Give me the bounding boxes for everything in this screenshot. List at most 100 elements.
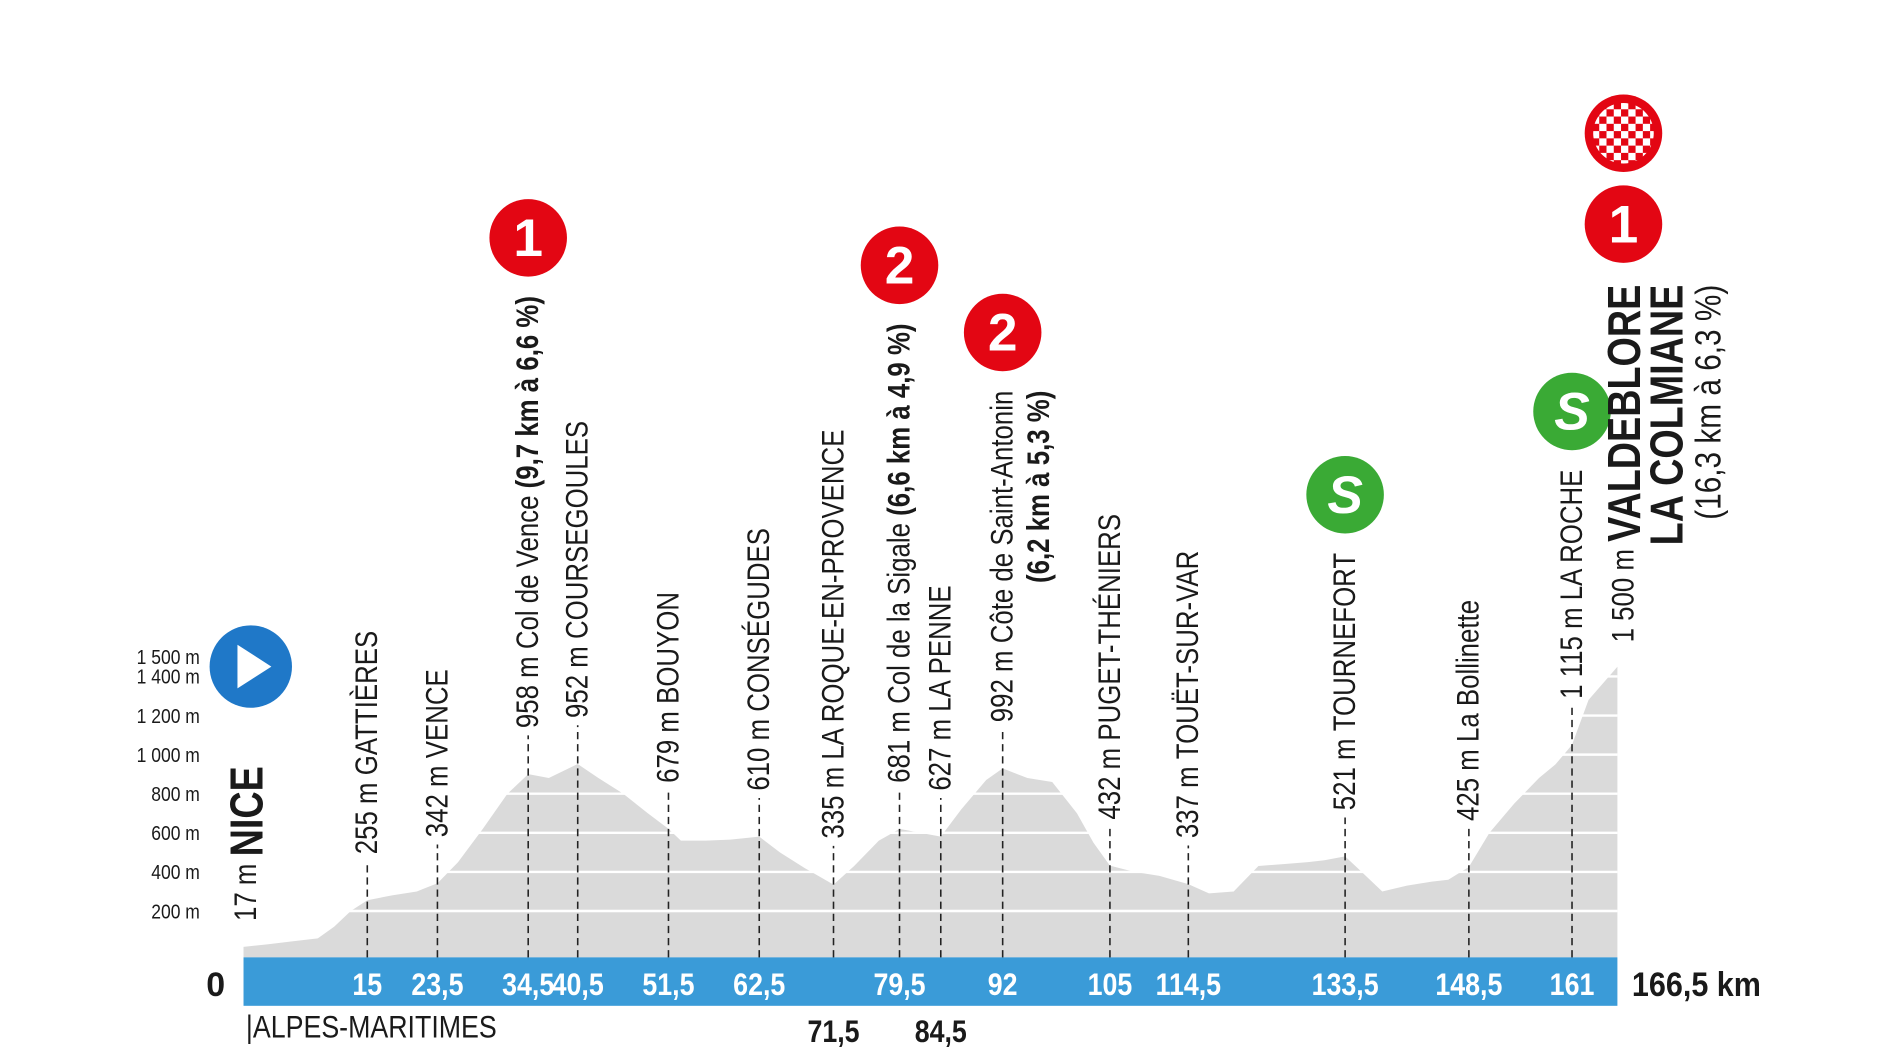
start-altitude: 17 m (228, 864, 263, 921)
sprint-badge-circle (1306, 455, 1384, 534)
waypoint-name: Col de la Sigale (882, 523, 917, 704)
waypoint-name: GATTIÈRES (349, 631, 385, 775)
km-label: 34,5 (502, 968, 554, 1002)
km-label: 92 (988, 968, 1018, 1002)
km-label: 23,5 (411, 968, 463, 1002)
climb-category-circle (860, 226, 939, 305)
waypoint-name: Col de Vence (511, 496, 546, 650)
climb-category: 2 (885, 236, 915, 295)
climb-category: 1 (513, 209, 543, 268)
km-label: 62,5 (733, 968, 785, 1002)
km-label: 133,5 (1312, 968, 1379, 1002)
climb-category-circle (1584, 185, 1663, 263)
waypoint-name: TOURNEFORT (1328, 553, 1363, 731)
start-icon-arrow (237, 644, 272, 689)
finish-label-3: (16,3 km à 6,3 %) (1688, 285, 1728, 520)
km-label: 79,5 (873, 968, 925, 1002)
finish-name: VALDEBLORE (1598, 285, 1649, 542)
y-tick-label: 600 m (151, 823, 200, 846)
finish-name: LA COLMIANE (1640, 285, 1691, 546)
waypoint-altitude: 1 115 m (1555, 607, 1590, 698)
waypoint-altitude: 679 m (651, 711, 686, 783)
start-name: NICE (220, 766, 271, 856)
km-label: 105 (1088, 968, 1133, 1002)
km-label: 40,5 (552, 968, 604, 1002)
waypoint-altitude: 432 m (1092, 748, 1127, 820)
waypoint-altitude: 335 m (816, 767, 851, 839)
waypoint-altitude: 255 m (350, 782, 385, 854)
waypoint-name: Côte de Saint-Antonin (985, 391, 1020, 644)
waypoint-name: BOUYON (651, 592, 686, 704)
climb-info: (9,7 km à 6,6 %) (511, 296, 546, 488)
waypoint-label: 952 m COURSEGOULES (560, 421, 595, 718)
y-tick-label: 1 400 m (137, 666, 200, 689)
waypoint-label: 335 m LA ROQUE-EN-PROVENCE (816, 430, 851, 839)
y-tick-label: 1 200 m (137, 706, 200, 729)
climb-category-circle (489, 199, 567, 277)
waypoint-name: LA ROQUE-EN-PROVENCE (816, 430, 851, 760)
waypoint-label: 337 m TOUËT-SUR-VAR (1171, 551, 1206, 838)
waypoint-label: 681 m Col de la Sigale (6,6 km à 4,9 %) (882, 323, 917, 782)
distance-bar (243, 957, 1618, 1006)
waypoint-altitude: 992 m (985, 650, 1020, 722)
waypoint-altitude: 337 m (1171, 766, 1206, 838)
waypoint-label: 521 m TOURNEFORT (1328, 553, 1363, 810)
waypoint-name: TOUËT-SUR-VAR (1171, 551, 1206, 760)
waypoint-name: La Bollinette (1451, 600, 1486, 742)
finish-label: 1 500 m VALDEBLORE (1598, 285, 1649, 643)
climb-info-line: (6,2 km à 5,3 %) (1022, 391, 1057, 583)
km-label: 114,5 (1156, 968, 1222, 1002)
waypoint-name: PUGET-THÉNIERS (1091, 514, 1127, 741)
climb-category: 2 (988, 304, 1018, 363)
waypoint-name: CONSÉGUDES (741, 528, 777, 712)
y-tick-label: 200 m (151, 901, 200, 924)
km-label: 84,5 (915, 1015, 967, 1049)
climb-category: 1 (1609, 195, 1639, 254)
finish-flag (1593, 102, 1654, 164)
start-label: 17 m NICE (220, 766, 271, 921)
waypoint-altitude: 425 m (1451, 749, 1486, 821)
elevation-profile (243, 666, 1618, 958)
climb-info: (6,2 km à 5,3 %) (1022, 391, 1057, 583)
km-label: 15 (352, 968, 382, 1002)
climb-info: (16,3 km à 6,3 %) (1688, 285, 1728, 520)
waypoint-name: VENCE (420, 669, 455, 758)
waypoint-label: 627 m LA PENNE (923, 585, 958, 790)
y-tick-label: 1 500 m (137, 647, 200, 670)
sprint-badge: S (1327, 466, 1363, 525)
waypoint-label: 432 m PUGET-THÉNIERS (1091, 514, 1127, 820)
waypoint-label: 610 m CONSÉGUDES (741, 528, 777, 791)
y-tick-label: 400 m (151, 862, 200, 885)
km-label: 148,5 (1435, 968, 1502, 1002)
finish-altitude: 1 500 m (1606, 549, 1641, 642)
waypoint-altitude: 342 m (420, 765, 455, 837)
waypoint-name: LA PENNE (923, 585, 958, 711)
finish-km: 166,5 km (1632, 966, 1761, 1004)
waypoint-altitude: 627 m (923, 719, 958, 791)
waypoint-label: 425 m La Bollinette (1451, 600, 1486, 821)
climb-info: (6,6 km à 4,9 %) (882, 323, 917, 515)
waypoint-label: 679 m BOUYON (651, 592, 686, 783)
waypoint-name: LA ROCHE (1555, 470, 1590, 601)
waypoint-label: 1 115 m LA ROCHE (1555, 470, 1590, 699)
waypoint-altitude: 952 m (560, 646, 595, 718)
km-label: 51,5 (642, 968, 694, 1002)
waypoint-label: 255 m GATTIÈRES (349, 631, 385, 854)
waypoint-label: 958 m Col de Vence (9,7 km à 6,6 %) (511, 296, 546, 728)
waypoint-altitude: 958 m (511, 656, 546, 728)
start-km: 0 (206, 966, 225, 1004)
km-label: 161 (1550, 968, 1595, 1002)
waypoint-altitude: 681 m (882, 711, 917, 783)
sprint-badge-circle (1533, 372, 1611, 451)
waypoint-label: 992 m Côte de Saint-Antonin (985, 391, 1020, 723)
region-label: |ALPES-MARITIMES (246, 1010, 497, 1044)
climb-category-circle (963, 293, 1042, 372)
sprint-badge: S (1554, 383, 1590, 442)
waypoint-label: 342 m VENCE (420, 669, 455, 837)
finish-label-2: LA COLMIANE (1640, 285, 1691, 546)
y-tick-label: 1 000 m (137, 745, 200, 768)
km-label: 71,5 (807, 1015, 859, 1049)
